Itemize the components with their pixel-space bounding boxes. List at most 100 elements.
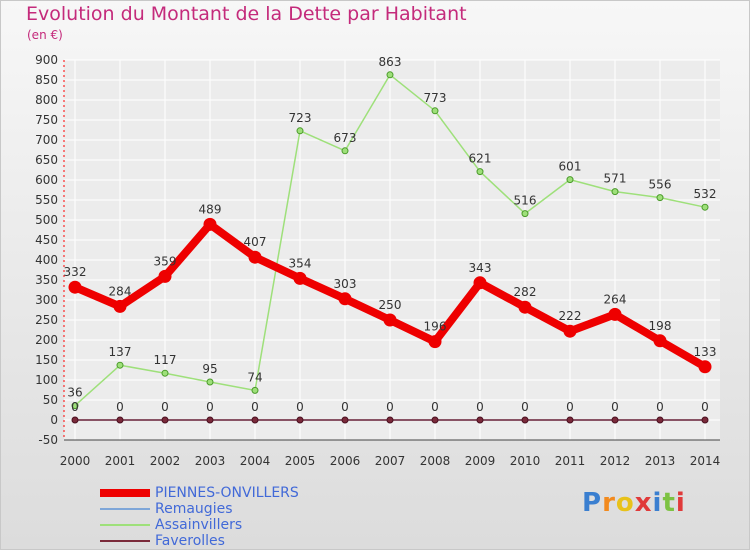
data-point-assainvillers bbox=[251, 386, 259, 394]
x-tick-label: 2013 bbox=[645, 454, 676, 468]
data-point-piennes-onvillers bbox=[248, 250, 262, 264]
brand-letter: t bbox=[662, 488, 676, 518]
data-label-assainvillers: 532 bbox=[694, 187, 717, 201]
data-point-faverolles bbox=[341, 416, 349, 424]
data-point-faverolles bbox=[71, 416, 79, 424]
data-label-faverolles: 0 bbox=[341, 400, 349, 414]
data-label-faverolles: 0 bbox=[116, 400, 124, 414]
data-label-piennes: 489 bbox=[199, 202, 222, 216]
data-label-piennes: 284 bbox=[109, 284, 132, 298]
y-tick-label: -50 bbox=[38, 433, 58, 447]
data-point-piennes-onvillers bbox=[653, 334, 667, 348]
brand-letter: r bbox=[602, 488, 616, 518]
x-tick-label: 2000 bbox=[60, 454, 91, 468]
data-point-assainvillers bbox=[431, 107, 439, 115]
data-label-faverolles: 0 bbox=[656, 400, 664, 414]
legend-label: Faverolles bbox=[155, 533, 225, 549]
y-tick-label: 500 bbox=[35, 213, 58, 227]
data-point-faverolles bbox=[521, 416, 529, 424]
data-label-faverolles: 0 bbox=[71, 400, 79, 414]
x-tick-label: 2014 bbox=[690, 454, 721, 468]
data-point-piennes-onvillers bbox=[293, 271, 307, 285]
data-label-faverolles: 0 bbox=[206, 400, 214, 414]
y-tick-label: 550 bbox=[35, 193, 58, 207]
data-label-assainvillers: 137 bbox=[109, 345, 132, 359]
data-point-faverolles bbox=[476, 416, 484, 424]
data-label-faverolles: 0 bbox=[701, 400, 709, 414]
x-tick-label: 2003 bbox=[195, 454, 226, 468]
chart-unit: (en €) bbox=[27, 28, 63, 42]
legend-item: Remaugies bbox=[100, 501, 360, 518]
data-label-piennes: 222 bbox=[559, 309, 582, 323]
data-label-assainvillers: 36 bbox=[67, 386, 82, 400]
data-label-faverolles: 0 bbox=[251, 400, 259, 414]
y-tick-label: 100 bbox=[35, 373, 58, 387]
data-label-assainvillers: 571 bbox=[604, 172, 627, 186]
data-label-piennes: 303 bbox=[334, 277, 357, 291]
data-label-piennes: 264 bbox=[604, 292, 627, 306]
data-point-assainvillers bbox=[296, 127, 304, 135]
data-point-piennes-onvillers bbox=[698, 360, 712, 374]
brand-letter: x bbox=[634, 488, 653, 518]
data-label-piennes: 354 bbox=[289, 256, 312, 270]
data-label-assainvillers: 556 bbox=[649, 178, 672, 192]
y-tick-label: 200 bbox=[35, 333, 58, 347]
y-tick-label: 750 bbox=[35, 113, 58, 127]
x-tick-label: 2011 bbox=[555, 454, 586, 468]
data-label-faverolles: 0 bbox=[476, 400, 484, 414]
y-tick-label: 450 bbox=[35, 233, 58, 247]
y-tick-label: 350 bbox=[35, 273, 58, 287]
y-tick-label: 650 bbox=[35, 153, 58, 167]
data-point-assainvillers bbox=[656, 194, 664, 202]
x-tick-label: 2008 bbox=[420, 454, 451, 468]
legend-item: PIENNES-ONVILLERS bbox=[100, 485, 360, 502]
data-point-faverolles bbox=[206, 416, 214, 424]
data-point-assainvillers bbox=[161, 369, 169, 377]
data-label-assainvillers: 863 bbox=[379, 55, 402, 69]
x-tick-label: 2010 bbox=[510, 454, 541, 468]
legend-swatch bbox=[100, 540, 150, 542]
data-point-faverolles bbox=[116, 416, 124, 424]
data-label-assainvillers: 516 bbox=[514, 194, 537, 208]
data-point-piennes-onvillers bbox=[608, 307, 622, 321]
legend-item: Assainvillers bbox=[100, 517, 360, 534]
brand-letter: i bbox=[652, 488, 663, 518]
y-tick-label: 150 bbox=[35, 353, 58, 367]
data-point-faverolles bbox=[251, 416, 259, 424]
data-point-assainvillers bbox=[116, 361, 124, 369]
data-label-piennes: 332 bbox=[64, 265, 87, 279]
data-point-piennes-onvillers bbox=[518, 300, 532, 314]
brand-letter: P bbox=[582, 488, 603, 518]
legend-label: Assainvillers bbox=[155, 517, 243, 533]
data-label-piennes: 407 bbox=[244, 235, 267, 249]
data-point-assainvillers bbox=[611, 188, 619, 196]
brand-letter: o bbox=[615, 488, 635, 518]
data-point-piennes-onvillers bbox=[338, 292, 352, 306]
data-point-faverolles bbox=[161, 416, 169, 424]
x-tick-label: 2002 bbox=[150, 454, 181, 468]
data-label-assainvillers: 74 bbox=[247, 370, 262, 384]
x-tick-label: 2009 bbox=[465, 454, 496, 468]
y-tick-label: 600 bbox=[35, 173, 58, 187]
legend-label: Remaugies bbox=[155, 501, 233, 517]
data-label-piennes: 133 bbox=[694, 345, 717, 359]
x-tick-label: 2005 bbox=[285, 454, 316, 468]
data-point-piennes-onvillers bbox=[383, 313, 397, 327]
data-point-assainvillers bbox=[341, 147, 349, 155]
data-label-assainvillers: 673 bbox=[334, 131, 357, 145]
x-tick-label: 2012 bbox=[600, 454, 631, 468]
data-point-assainvillers bbox=[476, 168, 484, 176]
y-tick-label: 0 bbox=[50, 413, 58, 427]
y-tick-label: 900 bbox=[35, 53, 58, 67]
data-label-piennes: 250 bbox=[379, 298, 402, 312]
x-tick-label: 2007 bbox=[375, 454, 406, 468]
data-label-faverolles: 0 bbox=[611, 400, 619, 414]
data-label-assainvillers: 95 bbox=[202, 362, 217, 376]
y-tick-label: 50 bbox=[43, 393, 58, 407]
data-point-assainvillers bbox=[566, 176, 574, 184]
plot-area bbox=[64, 60, 720, 440]
y-tick-label: 700 bbox=[35, 133, 58, 147]
data-label-faverolles: 0 bbox=[566, 400, 574, 414]
data-label-faverolles: 0 bbox=[161, 400, 169, 414]
